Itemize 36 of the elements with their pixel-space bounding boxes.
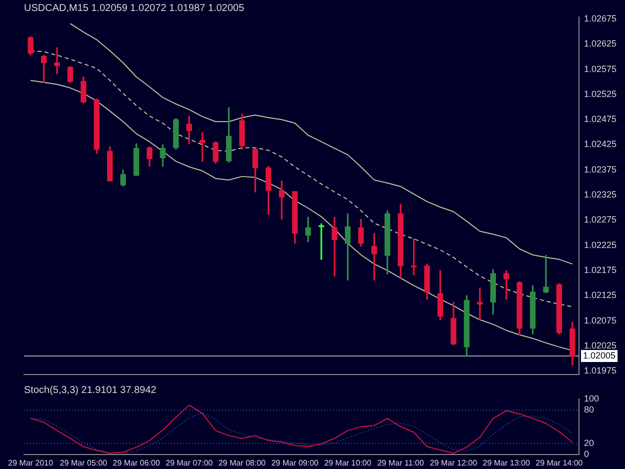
x-tick-label: 29 Mar 08:00 (218, 458, 266, 468)
y-tick-label: 1.02475 (584, 114, 617, 124)
candlestick (54, 47, 60, 74)
x-tick-label: 29 Mar 09:00 (271, 458, 320, 468)
y-tick-label: 1.02275 (584, 214, 617, 225)
x-tick-label: 29 Mar 10:00 (324, 458, 372, 468)
x-tick-label: 29 Mar 06:00 (112, 458, 160, 468)
y-tick-label: 1.02575 (584, 64, 617, 74)
chart-title: Stoch(5,3,3) 21.9101 37.8942 (24, 384, 157, 396)
y-tick-label: 1.02675 (584, 13, 617, 24)
x-tick-label: 29 Mar 14:00 (536, 458, 584, 468)
x-tick-label: 29 Mar 11:00 (377, 458, 424, 468)
ref-line-label: 1.02005 (583, 350, 616, 360)
y-tick-label: 1.02025 (584, 340, 617, 350)
y-tick-label: 1.02325 (584, 190, 617, 200)
y-tick-label: 100 (584, 393, 600, 404)
candlestick (543, 255, 549, 293)
y-tick-label: 1.02225 (584, 240, 617, 250)
y-tick-label: 0 (584, 448, 590, 459)
x-tick-label: 29 Mar 12:00 (430, 458, 478, 468)
y-tick-label: 1.02625 (584, 38, 617, 49)
x-tick-label: 29 Mar 2010 (8, 458, 54, 468)
y-tick-label: 1.02375 (584, 164, 617, 174)
y-tick-label: 80 (584, 404, 594, 415)
x-tick-label: 29 Mar 07:00 (166, 458, 214, 468)
x-tick-label: 29 Mar 13:00 (482, 458, 530, 468)
y-tick-label: 1.02425 (584, 139, 617, 150)
y-tick-label: 1.02175 (584, 264, 617, 275)
y-tick-label: 1.02075 (584, 315, 617, 326)
candlestick (332, 216, 338, 276)
y-tick-label: 1.02125 (584, 290, 617, 300)
y-tick-label: 20 (584, 438, 594, 448)
y-tick-label: 1.02525 (584, 88, 617, 99)
y-tick-label: 1.01975 (584, 366, 617, 376)
chart-title: USDCAD,M15 1.02059 1.02072 1.01987 1.02005 (24, 2, 245, 14)
x-tick-label: 29 Mar 05:00 (60, 458, 108, 468)
